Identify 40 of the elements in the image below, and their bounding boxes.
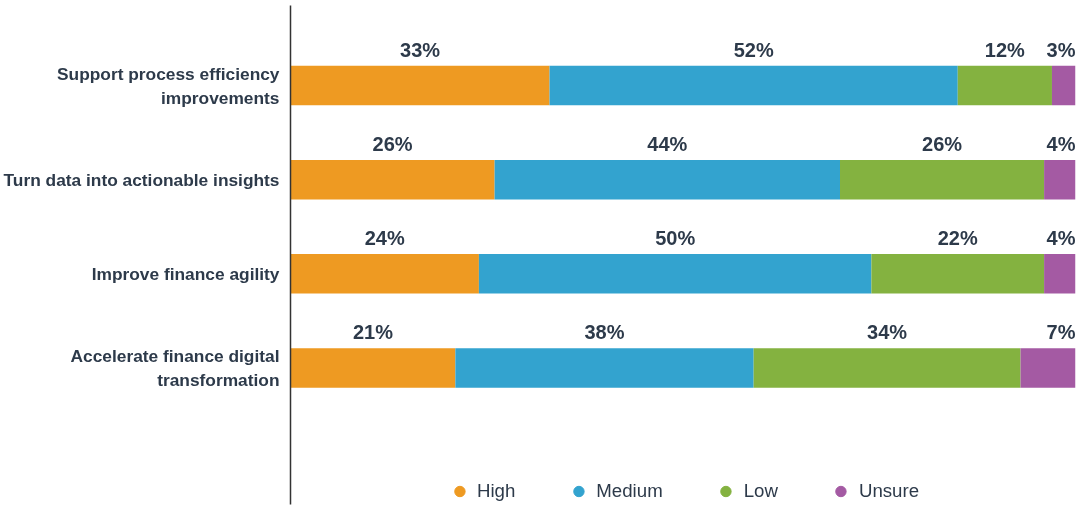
y-tick-label: Turn data into actionable insights [3, 169, 280, 190]
bar [753, 348, 1021, 388]
bar [290, 65, 550, 106]
bar [478, 254, 872, 294]
bar [957, 65, 1052, 106]
bar [871, 254, 1045, 294]
data-label: 33% [400, 38, 441, 61]
data-label: 26% [922, 132, 963, 155]
bar [455, 348, 754, 388]
data-label: 21% [352, 321, 394, 344]
data-label: 34% [867, 321, 908, 344]
legend-label: Unsure [858, 480, 920, 502]
legend-label: High [476, 480, 516, 502]
data-label: 4% [1046, 227, 1076, 250]
bar [494, 159, 840, 200]
data-label: 38% [584, 321, 625, 344]
data-label: 12% [984, 38, 1026, 61]
data-label: 26% [372, 132, 413, 155]
data-label: 7% [1046, 321, 1076, 344]
data-label: 24% [364, 227, 405, 250]
bar [290, 348, 456, 388]
bar [290, 254, 479, 294]
bar [290, 159, 495, 200]
data-label: 50% [655, 227, 696, 250]
bar [1020, 348, 1076, 388]
legend-label: Low [743, 480, 778, 502]
bar [1044, 159, 1076, 200]
data-label: 3% [1046, 38, 1076, 61]
data-label: 44% [647, 132, 688, 155]
bar [1051, 65, 1076, 106]
y-tick-label: Improve finance agility [91, 263, 280, 284]
bar [549, 65, 958, 106]
data-label: 52% [733, 38, 774, 61]
data-label: 22% [937, 227, 978, 250]
bar [1044, 254, 1076, 294]
y-tick-label: Accelerate finance digital transformation [70, 345, 280, 390]
legend-label: Medium [596, 480, 663, 502]
y-tick-label: Support process efficiency improvements [57, 63, 280, 108]
data-label: 4% [1046, 132, 1076, 155]
bar [840, 159, 1045, 200]
